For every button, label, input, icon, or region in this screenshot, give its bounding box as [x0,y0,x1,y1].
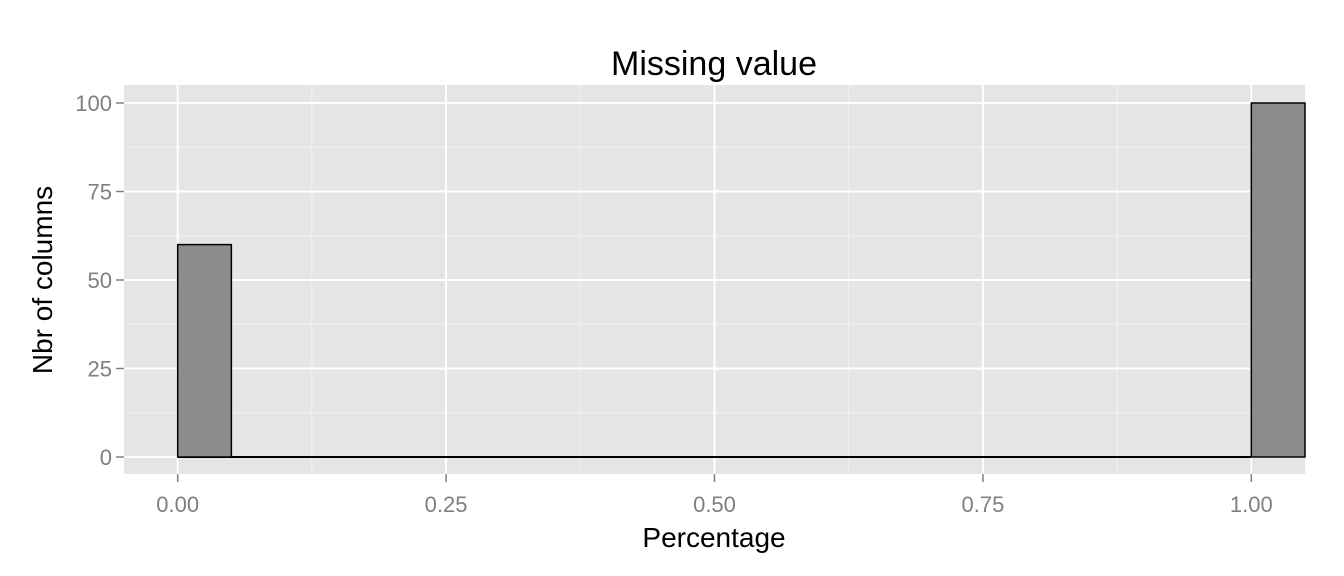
x-tick-label: 0.50 [693,492,736,517]
y-tick-label: 75 [88,180,112,205]
y-tick-label: 0 [100,445,112,470]
histogram-bar [1250,102,1306,458]
x-tick-label: 0.00 [156,492,199,517]
y-tick-label: 50 [88,268,112,293]
y-tick-label: 100 [75,91,112,116]
bars [176,102,1306,458]
x-tick-label: 1.00 [1230,492,1273,517]
x-axis-label: Percentage [642,522,785,553]
x-tick-label: 0.25 [425,492,468,517]
x-tick-label: 0.75 [961,492,1004,517]
chart-title: Missing value [611,45,817,83]
y-tick-label: 25 [88,357,112,382]
x-axis-ticks: 0.00 0.25 0.50 0.75 1.00 [156,474,1273,517]
histogram-bar [176,243,233,458]
y-axis-ticks: 0 25 50 75 100 [75,91,124,470]
y-axis-label: Nbr of columns [27,186,58,374]
